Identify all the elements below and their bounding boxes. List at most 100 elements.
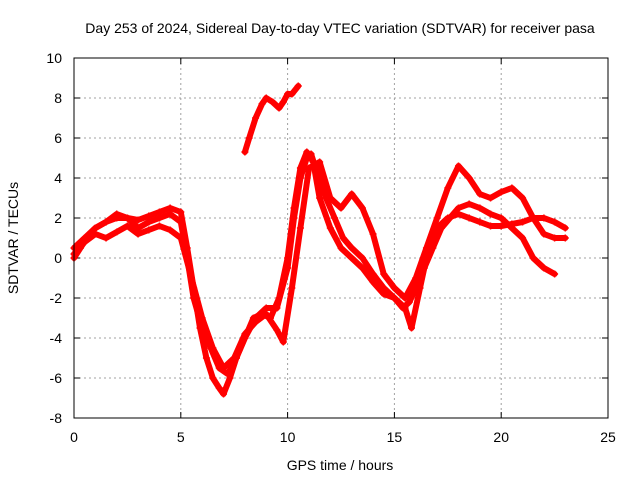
data-point — [230, 354, 238, 362]
data-point — [337, 244, 345, 252]
series-line — [241, 83, 302, 155]
series-trace-2 — [70, 148, 569, 378]
data-point — [380, 270, 388, 278]
data-point — [444, 184, 452, 192]
data-point — [177, 218, 185, 226]
data-point — [508, 220, 516, 228]
data-point — [296, 224, 304, 232]
data-point — [433, 214, 441, 222]
y-axis-label: SDTVAR / TECUs — [5, 182, 21, 294]
data-point — [348, 254, 356, 262]
data-point — [187, 274, 195, 282]
x-tick-label: 10 — [280, 429, 296, 445]
y-tick-label: 6 — [54, 130, 62, 146]
data-point — [519, 218, 527, 226]
data-point — [303, 148, 311, 156]
data-point — [407, 324, 415, 332]
series-trace-3 — [70, 158, 569, 372]
data-point — [252, 318, 260, 326]
data-point — [166, 226, 174, 234]
data-point — [476, 190, 484, 198]
data-point — [166, 210, 174, 218]
data-point — [326, 194, 334, 202]
series-line — [71, 149, 569, 377]
data-point — [551, 218, 559, 226]
data-point — [275, 294, 283, 302]
data-point — [551, 270, 559, 278]
data-point — [279, 98, 287, 106]
data-point — [358, 254, 366, 262]
x-tick-label: 25 — [600, 429, 616, 445]
data-point — [145, 218, 153, 226]
data-point — [241, 148, 249, 156]
data-point — [487, 222, 495, 230]
data-point — [258, 100, 266, 108]
y-tick-label: 0 — [54, 250, 62, 266]
data-point — [326, 224, 334, 232]
data-point — [316, 158, 324, 166]
data-point — [497, 188, 505, 196]
data-point — [561, 224, 569, 232]
data-point — [155, 208, 163, 216]
data-point — [454, 210, 462, 218]
data-point — [198, 314, 206, 322]
data-point — [316, 194, 324, 202]
y-tick-label: -4 — [50, 330, 63, 346]
data-point — [166, 204, 174, 212]
y-tick-label: -8 — [50, 410, 63, 426]
data-point — [497, 222, 505, 230]
data-point — [177, 234, 185, 242]
data-point — [288, 90, 296, 98]
data-point — [465, 174, 473, 182]
data-point — [401, 304, 409, 312]
series-trace-1 — [70, 150, 559, 398]
data-point — [390, 284, 398, 292]
data-point — [380, 290, 388, 298]
data-point — [279, 338, 287, 346]
y-tick-label: 4 — [54, 170, 62, 186]
x-tick-label: 5 — [177, 429, 185, 445]
series-line — [71, 151, 558, 397]
data-point — [337, 204, 345, 212]
data-point — [454, 162, 462, 170]
data-point — [416, 284, 424, 292]
data-point — [358, 204, 366, 212]
data-point — [209, 344, 217, 352]
data-point — [412, 274, 420, 282]
data-point — [113, 228, 121, 236]
data-point — [519, 234, 527, 242]
data-point — [123, 222, 131, 230]
data-point — [102, 218, 110, 226]
data-point — [145, 226, 153, 234]
x-tick-label: 20 — [493, 429, 509, 445]
data-point — [487, 194, 495, 202]
axis-ticks: 0 5 10 15 20 25 -8 -6 -4 -2 0 2 4 6 8 10 — [46, 50, 616, 445]
data-point — [81, 238, 89, 246]
data-point — [454, 204, 462, 212]
data-point — [369, 230, 377, 238]
data-point — [275, 104, 283, 112]
data-point — [220, 364, 228, 372]
data-point — [369, 278, 377, 286]
data-point — [422, 244, 430, 252]
x-axis-label: GPS time / hours — [287, 457, 394, 473]
data-point — [102, 234, 110, 242]
data-point — [348, 244, 356, 252]
data-point — [540, 264, 548, 272]
data-point — [369, 270, 377, 278]
data-point — [561, 234, 569, 242]
data-point — [202, 354, 210, 362]
data-point — [465, 214, 473, 222]
data-point — [390, 294, 398, 302]
y-tick-label: -6 — [50, 370, 63, 386]
data-point — [290, 204, 298, 212]
data-point — [113, 210, 121, 218]
data-point — [155, 214, 163, 222]
data-point — [305, 164, 313, 172]
data-point — [155, 222, 163, 230]
data-point — [476, 204, 484, 212]
data-point — [145, 212, 153, 220]
data-point — [529, 254, 537, 262]
y-tick-label: -2 — [50, 290, 63, 306]
